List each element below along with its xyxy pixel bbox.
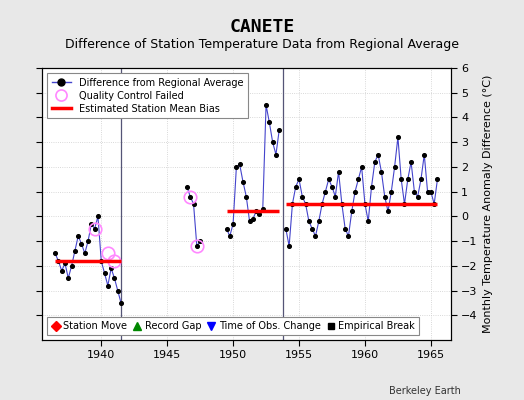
Point [314, 218, 323, 224]
Point [311, 233, 320, 239]
Point [397, 176, 406, 182]
Point [186, 193, 194, 200]
Point [390, 164, 399, 170]
Point [268, 139, 277, 145]
Point [308, 226, 316, 232]
Point [337, 201, 346, 207]
Point [262, 102, 270, 108]
Point [275, 127, 283, 133]
Point [189, 201, 198, 207]
Point [305, 218, 313, 224]
Point [110, 275, 118, 281]
Point [91, 226, 99, 232]
Point [81, 250, 89, 257]
Point [288, 201, 297, 207]
Point [361, 201, 369, 207]
Point [295, 176, 303, 182]
Point [58, 268, 66, 274]
Point [387, 188, 396, 195]
Point [430, 201, 439, 207]
Point [68, 263, 76, 269]
Point [380, 193, 389, 200]
Point [74, 233, 82, 239]
Text: Berkeley Earth: Berkeley Earth [389, 386, 461, 396]
Point [403, 176, 412, 182]
Point [229, 220, 237, 227]
Point [384, 208, 392, 215]
Legend: Station Move, Record Gap, Time of Obs. Change, Empirical Break: Station Move, Record Gap, Time of Obs. C… [47, 317, 419, 335]
Point [51, 250, 59, 257]
Point [242, 193, 250, 200]
Point [245, 218, 254, 224]
Point [252, 208, 260, 215]
Point [377, 169, 386, 175]
Point [410, 188, 419, 195]
Point [367, 184, 376, 190]
Point [235, 161, 244, 168]
Point [423, 188, 432, 195]
Point [71, 248, 79, 254]
Point [354, 176, 363, 182]
Point [193, 243, 201, 249]
Point [357, 164, 366, 170]
Point [301, 201, 310, 207]
Point [281, 226, 290, 232]
Point [328, 184, 336, 190]
Point [114, 287, 122, 294]
Point [331, 193, 340, 200]
Point [272, 151, 280, 158]
Point [334, 169, 343, 175]
Point [255, 211, 264, 217]
Point [265, 119, 274, 126]
Point [54, 258, 62, 264]
Point [374, 151, 383, 158]
Point [97, 258, 105, 264]
Point [341, 226, 350, 232]
Point [117, 300, 125, 306]
Point [298, 193, 307, 200]
Point [324, 176, 333, 182]
Point [222, 226, 231, 232]
Point [285, 243, 293, 249]
Point [94, 213, 102, 220]
Point [258, 206, 267, 212]
Point [183, 184, 191, 190]
Point [370, 159, 379, 165]
Point [196, 238, 204, 244]
Point [321, 188, 330, 195]
Point [407, 159, 416, 165]
Point [107, 265, 115, 272]
Point [64, 275, 72, 281]
Point [351, 188, 359, 195]
Point [427, 188, 435, 195]
Point [249, 216, 257, 222]
Point [61, 260, 69, 266]
Text: CANETE: CANETE [230, 18, 294, 36]
Point [394, 134, 402, 140]
Point [344, 233, 353, 239]
Point [420, 151, 429, 158]
Text: Difference of Station Temperature Data from Regional Average: Difference of Station Temperature Data f… [65, 38, 459, 51]
Point [417, 176, 425, 182]
Y-axis label: Monthly Temperature Anomaly Difference (°C): Monthly Temperature Anomaly Difference (… [483, 75, 493, 333]
Point [232, 164, 241, 170]
Point [104, 282, 112, 289]
Point [318, 201, 326, 207]
Point [433, 176, 442, 182]
Point [364, 218, 373, 224]
Point [239, 178, 247, 185]
Point [347, 208, 356, 215]
Point [77, 240, 85, 247]
Point [413, 193, 422, 200]
Point [291, 184, 300, 190]
Point [226, 233, 234, 239]
Point [101, 270, 109, 276]
Point [400, 201, 409, 207]
Point [87, 220, 95, 227]
Point [84, 238, 92, 244]
